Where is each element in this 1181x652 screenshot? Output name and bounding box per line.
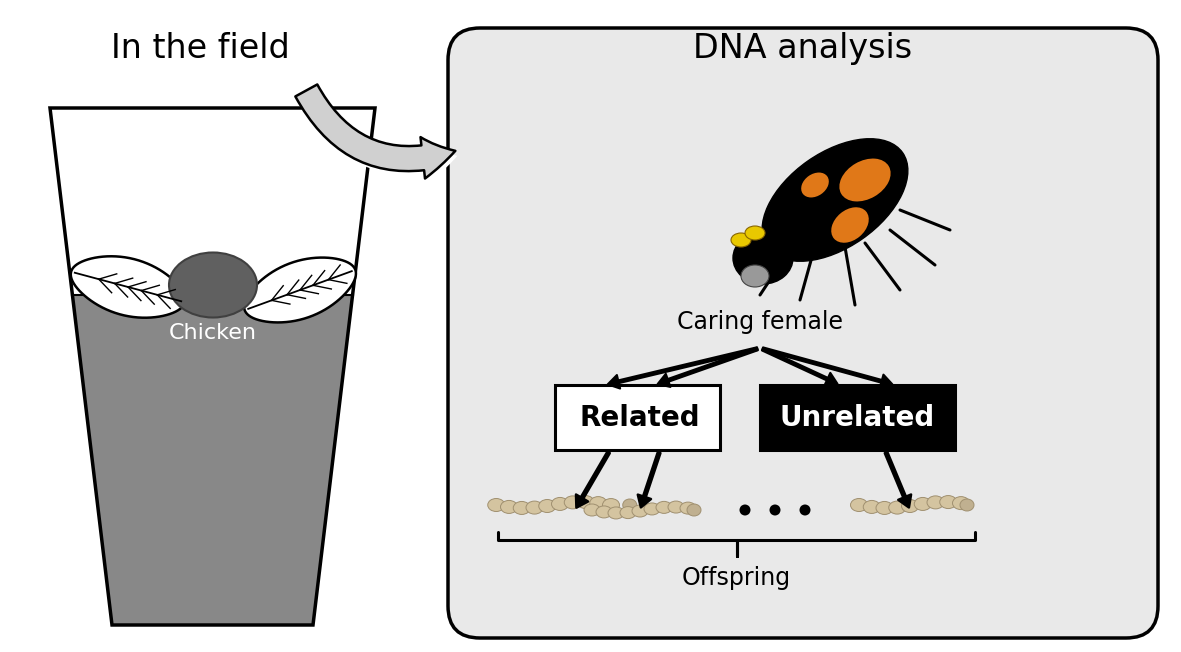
Ellipse shape [644, 503, 660, 515]
Ellipse shape [901, 499, 919, 512]
FancyBboxPatch shape [448, 28, 1159, 638]
Ellipse shape [889, 501, 906, 514]
FancyArrowPatch shape [762, 348, 893, 388]
Ellipse shape [940, 496, 957, 509]
Ellipse shape [762, 139, 908, 261]
Ellipse shape [745, 226, 765, 240]
Ellipse shape [514, 501, 530, 514]
Polygon shape [72, 295, 353, 625]
Polygon shape [244, 258, 355, 323]
Text: In the field: In the field [111, 32, 289, 65]
Ellipse shape [620, 507, 637, 518]
Ellipse shape [578, 496, 594, 509]
Ellipse shape [583, 504, 600, 516]
Ellipse shape [831, 207, 869, 243]
Ellipse shape [733, 232, 792, 284]
Ellipse shape [960, 499, 974, 511]
Ellipse shape [501, 501, 517, 513]
FancyArrowPatch shape [638, 452, 660, 507]
FancyBboxPatch shape [555, 385, 720, 450]
Ellipse shape [914, 497, 932, 511]
Ellipse shape [953, 497, 970, 510]
FancyArrowPatch shape [576, 452, 609, 508]
Text: Chicken: Chicken [169, 323, 257, 343]
Circle shape [800, 505, 810, 516]
Ellipse shape [632, 505, 648, 517]
Ellipse shape [740, 265, 769, 287]
Text: Unrelated: Unrelated [779, 404, 934, 432]
Ellipse shape [687, 504, 702, 516]
Text: Caring female: Caring female [677, 310, 843, 334]
Ellipse shape [927, 496, 944, 509]
Ellipse shape [565, 496, 581, 509]
Polygon shape [50, 108, 376, 295]
FancyBboxPatch shape [761, 385, 955, 450]
Ellipse shape [801, 173, 829, 198]
Ellipse shape [552, 497, 568, 511]
Ellipse shape [488, 499, 504, 512]
Ellipse shape [850, 499, 868, 512]
FancyArrowPatch shape [762, 348, 837, 385]
Text: Offspring: Offspring [681, 566, 791, 590]
Ellipse shape [539, 499, 556, 512]
FancyArrowPatch shape [608, 348, 758, 389]
Ellipse shape [863, 501, 880, 513]
Circle shape [739, 505, 750, 516]
FancyArrowPatch shape [301, 88, 457, 182]
FancyArrowPatch shape [658, 348, 758, 387]
Ellipse shape [668, 501, 684, 513]
Ellipse shape [680, 502, 696, 514]
Polygon shape [71, 256, 185, 318]
Ellipse shape [589, 497, 607, 510]
Ellipse shape [169, 252, 257, 318]
Text: DNA analysis: DNA analysis [693, 32, 913, 65]
Ellipse shape [602, 499, 620, 512]
Text: Related: Related [580, 404, 700, 432]
Ellipse shape [731, 233, 751, 247]
Ellipse shape [655, 501, 672, 513]
Ellipse shape [840, 158, 890, 201]
FancyArrowPatch shape [885, 452, 911, 507]
Ellipse shape [608, 507, 624, 519]
Ellipse shape [622, 499, 637, 511]
Ellipse shape [876, 501, 893, 514]
FancyArrowPatch shape [295, 85, 456, 179]
Ellipse shape [526, 501, 543, 514]
Circle shape [770, 505, 781, 516]
Ellipse shape [596, 506, 612, 518]
